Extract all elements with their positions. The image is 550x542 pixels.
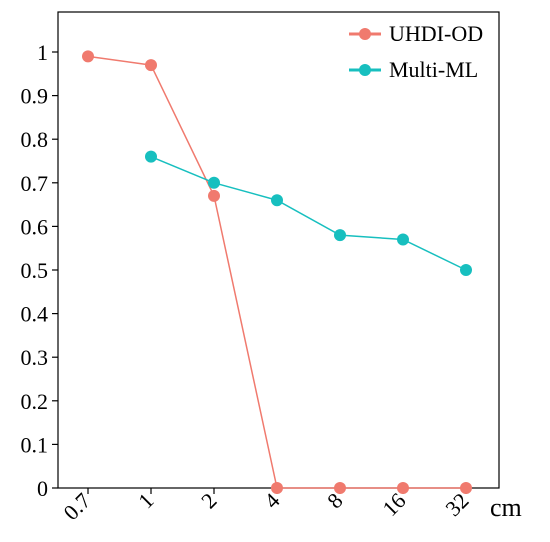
data-point: [460, 264, 472, 276]
data-point: [145, 59, 157, 72]
series-line: [150, 155, 467, 271]
x-unit-label: cm: [490, 493, 522, 522]
x-tick-label: 2: [196, 488, 221, 513]
x-tick-label: 1: [133, 488, 158, 513]
y-tick-label: 0.1: [21, 432, 49, 457]
x-tick-label: 0.7: [58, 488, 95, 525]
y-axis: 0 0.1 0.2 0.3 0.4 0.5 0.6 0.7 0.8 0.9 1: [21, 40, 58, 501]
y-tick-label: 1: [37, 40, 48, 65]
data-point: [82, 50, 94, 63]
data-point: [271, 482, 283, 494]
y-tick-label: 0.7: [21, 171, 49, 196]
data-point: [397, 233, 409, 246]
legend-marker: [359, 28, 371, 40]
data-point: [334, 482, 346, 494]
data-point: [397, 482, 409, 494]
y-tick-label: 0.2: [21, 389, 49, 414]
y-tick-label: 0: [37, 476, 48, 501]
y-tick-label: 0.5: [21, 258, 49, 283]
legend-label: Multi-ML: [389, 57, 478, 82]
plot-frame: [57, 11, 500, 489]
data-point: [208, 189, 220, 202]
legend-label: UHDI-OD: [389, 21, 483, 46]
data-point: [271, 194, 283, 207]
data-point: [145, 150, 157, 163]
y-tick-label: 0.9: [21, 84, 49, 109]
y-tick-label: 0.8: [21, 127, 49, 152]
series-uhdi-od: [82, 50, 472, 494]
x-axis: 0.7 1 2 4 8 16 32: [58, 488, 473, 525]
data-point: [208, 176, 220, 189]
legend-marker: [359, 64, 371, 76]
data-point: [334, 229, 346, 242]
y-tick-label: 0.6: [21, 214, 49, 239]
y-tick-label: 0.3: [21, 345, 49, 370]
legend-item: UHDI-OD: [349, 21, 483, 46]
series-layer: [82, 50, 472, 494]
legend: UHDI-OD Multi-ML: [349, 21, 483, 82]
series-multi-ml: [145, 150, 472, 276]
series-line: [87, 55, 466, 489]
y-tick-label: 0.4: [21, 302, 49, 327]
legend-item: Multi-ML: [349, 57, 478, 82]
data-point: [460, 482, 472, 494]
